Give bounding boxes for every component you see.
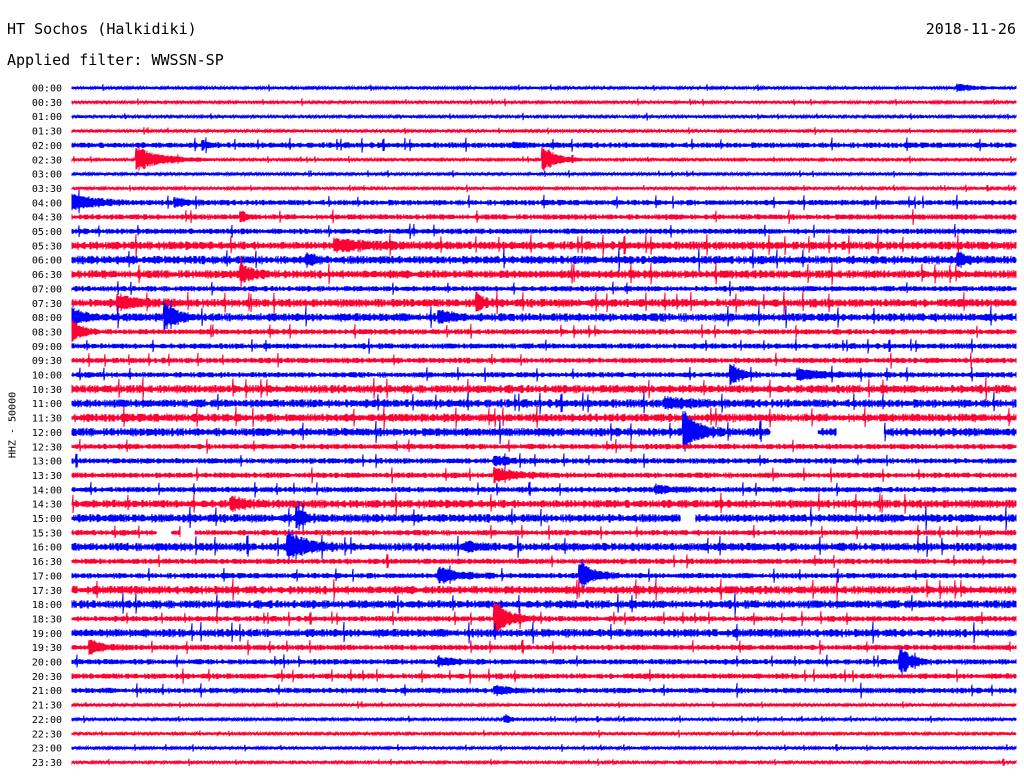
station-title: HT Sochos (Halkidiki) [7,20,197,38]
time-tick-label: 12:30 [32,442,62,453]
time-tick-label: 02:30 [32,155,62,166]
time-tick-label: 01:30 [32,127,62,138]
seismic-trace [71,190,1017,214]
time-tick-label: 01:00 [32,112,62,123]
data-gap [836,427,884,438]
time-tick-label: 03:00 [32,170,62,181]
time-tick-label: 07:00 [32,284,62,295]
time-tick-label: 16:00 [32,543,62,554]
time-tick-label: 11:30 [32,414,62,425]
seismic-trace [71,559,1017,589]
time-tick-label: 17:30 [32,586,62,597]
time-tick-label: 15:00 [32,514,62,525]
time-tick-label: 14:30 [32,500,62,511]
time-tick-label: 08:30 [32,327,62,338]
time-tick-label: 20:30 [32,672,62,683]
time-tick-label: 12:00 [32,428,62,439]
seismic-trace [71,647,1017,675]
date-label: 2018-11-26 [925,20,1016,38]
time-tick-label: 15:30 [32,528,62,539]
time-tick-label: 04:30 [32,213,62,224]
time-tick-label: 10:00 [32,371,62,382]
time-tick-label: 20:00 [32,658,62,669]
time-tick-label: 05:30 [32,241,62,252]
data-gap [156,527,172,538]
time-tick-label: 21:30 [32,701,62,712]
time-tick-label: 00:00 [32,84,62,95]
time-tick-label: 23:00 [32,744,62,755]
time-tick-label: 19:30 [32,643,62,654]
time-tick-label: 14:00 [32,485,62,496]
time-tick-label: 21:00 [32,686,62,697]
time-tick-label: 03:30 [32,184,62,195]
time-tick-label: 07:30 [32,299,62,310]
time-tick-label: 06:30 [32,270,62,281]
time-tick-label: 10:30 [32,385,62,396]
time-tick-label: 08:00 [32,313,62,324]
time-tick-label: 09:30 [32,356,62,367]
time-tick-label: 04:00 [32,198,62,209]
time-tick-label: 13:00 [32,457,62,468]
data-gap [180,527,195,538]
data-gap [680,513,696,524]
time-tick-label: 06:00 [32,256,62,267]
time-tick-label: 16:30 [32,557,62,568]
time-tick-label: 05:00 [32,227,62,238]
time-tick-label: 23:30 [32,758,62,769]
seismic-trace [71,465,1017,484]
data-gap [770,427,818,438]
time-tick-label: 02:00 [32,141,62,152]
time-tick-label: 22:30 [32,729,62,740]
time-tick-label: 11:00 [32,399,62,410]
time-tick-label: 22:00 [32,715,62,726]
time-tick-label: 13:30 [32,471,62,482]
time-tick-label: 09:00 [32,342,62,353]
filter-label: Applied filter: WWSSN-SP [7,51,224,69]
time-tick-label: 17:00 [32,571,62,582]
time-tick-label: 18:30 [32,614,62,625]
time-tick-label: 00:30 [32,98,62,109]
time-tick-label: 18:00 [32,600,62,611]
time-tick-label: 19:00 [32,629,62,640]
